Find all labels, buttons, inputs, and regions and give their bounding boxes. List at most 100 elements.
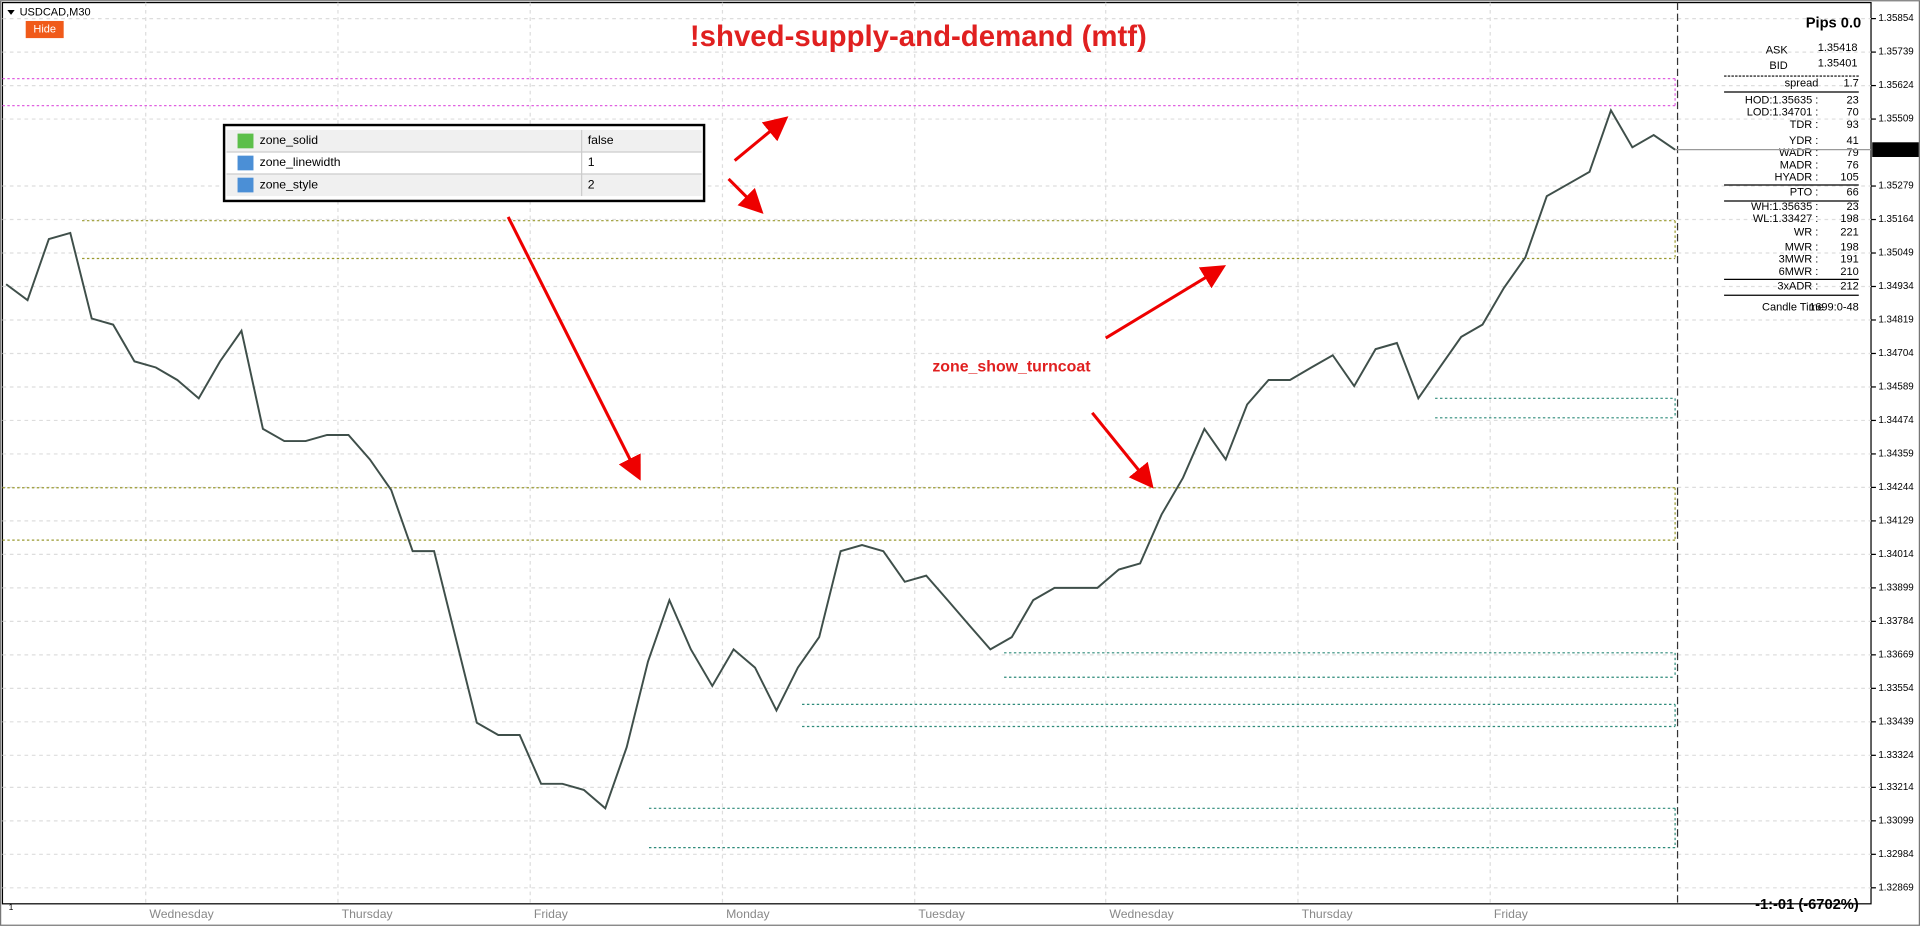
info-value: 23: [1847, 201, 1859, 213]
info-label: MADR :: [1780, 159, 1819, 171]
y-tick-label: 1.34014: [1878, 549, 1914, 560]
y-tick-label: 1.34704: [1878, 348, 1914, 359]
y-tick-label: 1.34474: [1878, 415, 1914, 426]
y-tick-label: 1.35509: [1878, 114, 1913, 125]
info-label: spread: [1785, 77, 1819, 89]
int-icon: [237, 177, 254, 193]
current-price-label: 1.35404: [1878, 144, 1914, 155]
candle-time-value: 1699:0-48: [1809, 301, 1859, 313]
y-tick-label: 1.34934: [1878, 281, 1914, 292]
info-value: 198: [1840, 213, 1858, 225]
price-line: [5, 108, 1676, 810]
x-tick-label: Thursday: [342, 907, 394, 921]
info-label: WADR :: [1779, 147, 1818, 159]
y-tick-label: 1.35624: [1878, 80, 1914, 91]
info-label: PTO :: [1790, 186, 1819, 198]
info-label: MWR :: [1785, 241, 1819, 253]
y-tick-label: 1.34819: [1878, 315, 1913, 326]
y-tick-label: 1.34359: [1878, 449, 1913, 460]
x-tick-label: Friday: [1494, 907, 1529, 921]
x-tick-label: Friday: [534, 907, 569, 921]
info-value: 79: [1847, 147, 1859, 159]
menu-arrow[interactable]: [7, 9, 15, 15]
y-tick-label: 1.33214: [1878, 782, 1914, 793]
info-value: 212: [1840, 281, 1858, 293]
ask-label: ASK: [1766, 44, 1789, 56]
info-label: TDR :: [1790, 119, 1819, 131]
y-tick-label: 1.35164: [1878, 214, 1914, 225]
y-tick-label: 1.33324: [1878, 750, 1914, 761]
y-tick-label: 1.35279: [1878, 181, 1913, 192]
info-value: 191: [1840, 254, 1858, 266]
property-name: zone_solid: [260, 133, 319, 147]
info-value: 105: [1840, 172, 1858, 184]
arrow: [506, 216, 641, 481]
y-tick-label: 1.33899: [1878, 582, 1913, 593]
info-value: 1.7: [1843, 77, 1858, 89]
x-tick-label: Tuesday: [918, 907, 965, 921]
x-tick-label: Wednesday: [149, 907, 214, 921]
status: -1:-01 (-6702%): [1755, 897, 1859, 913]
pips: Pips 0.0: [1806, 15, 1862, 31]
y-tick-label: 1.34589: [1878, 382, 1913, 393]
y-tick-label: 1.35049: [1878, 248, 1913, 259]
info-label: 6MWR :: [1779, 266, 1819, 278]
bid-value: 1.35401: [1818, 58, 1858, 70]
info-label: HOD:1.35635 :: [1745, 94, 1818, 106]
ask-value: 1.35418: [1818, 42, 1858, 54]
candle-time-label: Candle Time: [1762, 301, 1824, 313]
annotation: zone_show_turncoat: [932, 359, 1091, 376]
property-value[interactable]: 1: [588, 155, 595, 169]
info-value: 70: [1847, 107, 1859, 119]
arrow: [1091, 411, 1154, 489]
y-tick-label: 1.33554: [1878, 683, 1914, 694]
info-panel: Pips 0.0 ASK 1.35418 BID 1.35401 Candle …: [1724, 15, 1861, 313]
separators: [1724, 75, 1859, 296]
info-value: 23: [1847, 94, 1859, 106]
x-tick-label: Monday: [726, 907, 770, 921]
y-tick-label: 1.35854: [1878, 13, 1914, 24]
corner-label: 1: [9, 902, 14, 912]
arrow: [733, 116, 789, 162]
price-series: [5, 108, 1676, 810]
info-label: WH:1.35635 :: [1751, 201, 1818, 213]
arrows: [506, 116, 1227, 489]
info-label: YDR :: [1789, 135, 1818, 147]
properties-table: zone_solid false zone_linewidth 1 zone_s…: [222, 123, 706, 203]
bool-icon: [237, 133, 254, 149]
info-value: 93: [1847, 119, 1859, 131]
arrow: [727, 177, 764, 214]
y-tick-label: 1.32984: [1878, 849, 1914, 860]
y-tick-label: 1.33669: [1878, 649, 1913, 660]
info-label: 3xADR :: [1777, 281, 1818, 293]
property-value[interactable]: 2: [588, 177, 595, 191]
info-value: 198: [1840, 241, 1858, 253]
property-value[interactable]: false: [588, 133, 614, 147]
y-tick-label: 1.35739: [1878, 47, 1913, 58]
y-tick-label: 1.34244: [1878, 482, 1914, 493]
chart-title: !shved-supply-and-demand (mtf): [690, 20, 1147, 53]
arrow: [1104, 265, 1227, 340]
y-tick-label: 1.33784: [1878, 616, 1914, 627]
plot-frame: [1, 1, 1872, 905]
info-value: 66: [1847, 186, 1859, 198]
y-tick-label: 1.34129: [1878, 515, 1913, 526]
info-value: 41: [1847, 135, 1859, 147]
y-tick-label: 1.33099: [1878, 815, 1913, 826]
x-tick-label: Wednesday: [1109, 907, 1174, 921]
symbol-label: USDCAD,M30: [20, 6, 91, 18]
y-tick-label: 1.32869: [1878, 882, 1913, 893]
hide-button[interactable]: [25, 20, 64, 39]
info-label: WL:1.33427 :: [1753, 213, 1819, 225]
info-value: 210: [1840, 266, 1858, 278]
bid-label: BID: [1769, 60, 1787, 72]
hide-button-label[interactable]: Hide: [33, 23, 56, 35]
info-label: WR :: [1794, 227, 1818, 239]
current-price-box: [1872, 142, 1919, 157]
zones: [2, 77, 1676, 849]
property-name: zone_linewidth: [260, 155, 341, 169]
grid: [2, 2, 1872, 904]
table-row: [226, 129, 702, 152]
